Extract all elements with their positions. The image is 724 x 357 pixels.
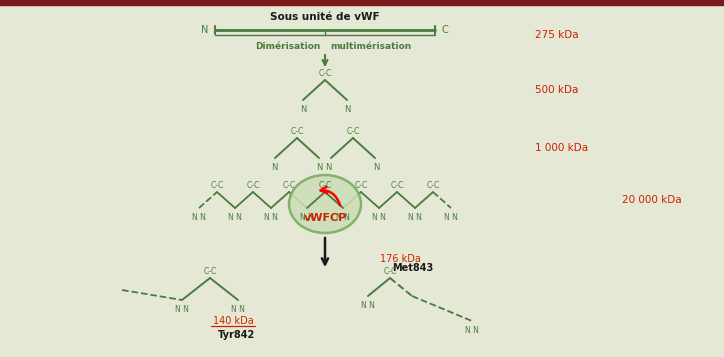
Text: Dimérisation: Dimérisation bbox=[255, 42, 320, 51]
Text: C-C: C-C bbox=[211, 181, 224, 190]
Text: C-C: C-C bbox=[354, 181, 368, 190]
Text: vWFCP: vWFCP bbox=[303, 213, 347, 223]
Text: C-C: C-C bbox=[426, 181, 439, 190]
Text: N: N bbox=[300, 105, 306, 114]
Text: C-C: C-C bbox=[319, 181, 332, 190]
Ellipse shape bbox=[289, 175, 361, 233]
Text: N: N bbox=[271, 163, 277, 172]
Text: N N: N N bbox=[300, 213, 314, 222]
Text: N N: N N bbox=[336, 213, 350, 222]
Text: Sous unité de vWF: Sous unité de vWF bbox=[270, 12, 380, 22]
Text: 140 kDa: 140 kDa bbox=[213, 316, 253, 326]
Text: N N: N N bbox=[192, 213, 206, 222]
Text: N N: N N bbox=[300, 213, 314, 222]
Text: C-C: C-C bbox=[319, 181, 332, 190]
Text: N N: N N bbox=[465, 326, 479, 335]
Text: N N: N N bbox=[317, 163, 333, 172]
Text: 500 kDa: 500 kDa bbox=[535, 85, 578, 95]
Text: C-C: C-C bbox=[282, 181, 295, 190]
Text: N: N bbox=[373, 163, 379, 172]
Text: Met843: Met843 bbox=[392, 263, 433, 273]
Text: 275 kDa: 275 kDa bbox=[535, 30, 578, 40]
Text: N N: N N bbox=[372, 213, 386, 222]
Text: C: C bbox=[442, 25, 449, 35]
Text: N N: N N bbox=[264, 213, 278, 222]
Text: N N: N N bbox=[228, 213, 242, 222]
Text: C-C: C-C bbox=[346, 127, 360, 136]
Text: N: N bbox=[344, 105, 350, 114]
Text: C-C: C-C bbox=[246, 181, 260, 190]
Bar bbox=[0, 0, 724, 5]
Text: C-C: C-C bbox=[384, 267, 397, 276]
Text: C-C: C-C bbox=[319, 69, 332, 78]
Text: N N: N N bbox=[408, 213, 422, 222]
Text: 1 000 kDa: 1 000 kDa bbox=[535, 143, 588, 153]
Text: Tyr842: Tyr842 bbox=[217, 330, 255, 340]
Text: C-C: C-C bbox=[290, 127, 303, 136]
Text: N N: N N bbox=[444, 213, 458, 222]
Text: 20 000 kDa: 20 000 kDa bbox=[622, 195, 681, 205]
Text: C-C: C-C bbox=[203, 267, 216, 276]
Text: N N: N N bbox=[175, 305, 189, 314]
Text: multimérisation: multimérisation bbox=[330, 42, 411, 51]
Text: 176 kDa: 176 kDa bbox=[380, 254, 421, 264]
Text: C-C: C-C bbox=[390, 181, 403, 190]
Text: N N: N N bbox=[231, 305, 245, 314]
Text: N N: N N bbox=[336, 213, 350, 222]
Text: N: N bbox=[201, 25, 208, 35]
Text: N N: N N bbox=[361, 301, 375, 310]
